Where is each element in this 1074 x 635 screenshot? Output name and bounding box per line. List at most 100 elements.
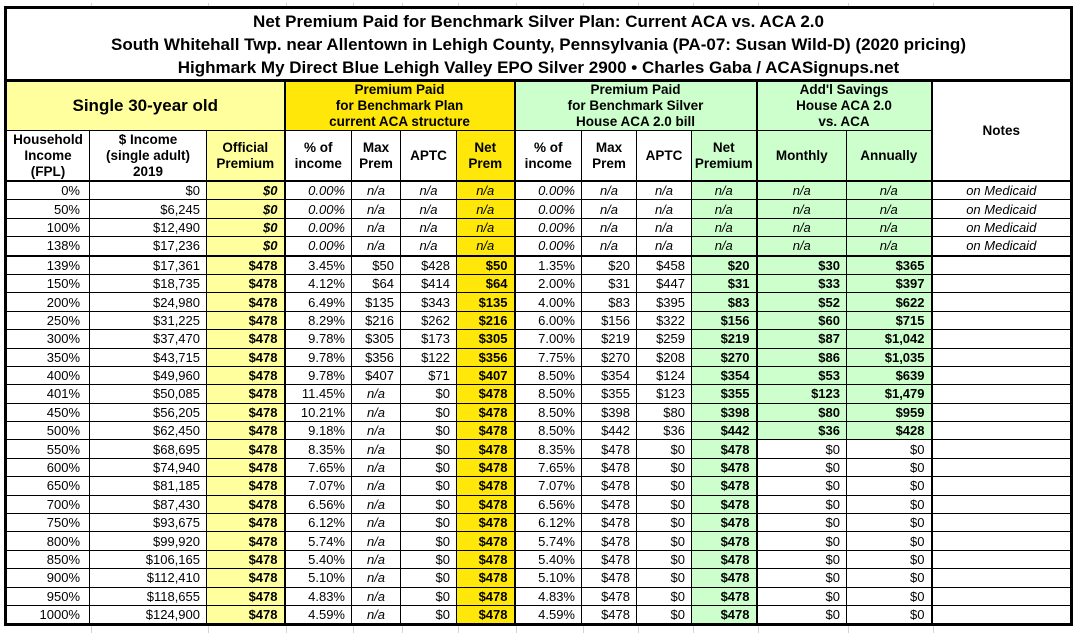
cell-savings-monthly: $0 — [755, 586, 847, 606]
cell-aca20-pct-of-income: 7.00% — [513, 329, 582, 349]
cell-aca20-aptc: n/a — [636, 236, 692, 257]
cell-aca20-max-prem: $478 — [581, 604, 637, 626]
cell-official-premium: $478 — [206, 476, 285, 496]
cell-aca-aptc: $0 — [400, 586, 457, 606]
cell-savings-annually: $365 — [846, 254, 932, 275]
cell-aca-pct-of-income: 0.00% — [283, 236, 352, 257]
cell-savings-monthly: n/a — [755, 180, 847, 201]
cell-fpl: 50% — [5, 199, 90, 219]
cell-aca20-max-prem: $156 — [581, 310, 637, 331]
cell-income: $18,735 — [89, 273, 207, 294]
cell-income: $6,245 — [89, 199, 207, 219]
cell-savings-monthly: $86 — [755, 347, 847, 367]
cell-aca-pct-of-income: 4.59% — [283, 604, 352, 626]
table-row: 600% $74,940 $478 7.65% n/a $0 $478 7.65% $478 $0… — [5, 457, 1073, 478]
cell-savings-annually: $959 — [846, 402, 932, 423]
cell-aca-pct-of-income: 5.74% — [283, 531, 352, 551]
table-row: 850% $106,165 $478 5.40% n/a $0 $478 5.40% $478 $… — [5, 549, 1073, 570]
cell-aca-max-prem: n/a — [351, 384, 401, 404]
table-row: 401% $50,085 $478 11.45% n/a $0 $478 8.50% $355 $… — [5, 384, 1073, 404]
cell-aca20-aptc: $0 — [636, 476, 692, 496]
gridline-stub — [933, 3, 934, 6]
cell-aca-pct-of-income: 0.00% — [283, 217, 352, 238]
gridline-stub — [638, 626, 639, 634]
cell-aca20-net-premium: $478 — [691, 494, 757, 515]
gridline-stub — [848, 3, 849, 6]
cell-income: $31,225 — [89, 310, 207, 331]
cell-aca-net-prem: $478 — [456, 402, 515, 423]
cell-aca20-max-prem: $478 — [581, 531, 637, 551]
cell-aca20-net-premium: $478 — [691, 604, 757, 626]
cell-savings-monthly: n/a — [755, 199, 847, 219]
cell-aca20-aptc: $0 — [636, 604, 692, 626]
cell-official-premium: $478 — [206, 365, 285, 386]
cell-aca20-aptc: $124 — [636, 365, 692, 386]
cell-aca-pct-of-income: 5.10% — [283, 568, 352, 588]
cell-aca20-max-prem: $478 — [581, 586, 637, 606]
cell-fpl: 150% — [5, 273, 90, 294]
cell-aca20-net-premium: $355 — [691, 384, 757, 404]
cell-aca20-max-prem: $354 — [581, 365, 637, 386]
cell-notes — [930, 476, 1073, 496]
cell-aca20-aptc: n/a — [636, 180, 692, 201]
table-row: 50% $6,245 $0 0.00% n/a n/a n/a 0.00% n/a n/a n/a n… — [5, 199, 1073, 219]
cell-aca-max-prem: n/a — [351, 604, 401, 626]
table-row: 400% $49,960 $478 9.78% $407 $71 $407 8.50% $354… — [5, 365, 1073, 386]
table-row: 100% $12,490 $0 0.00% n/a n/a n/a 0.00% n/a n/a n/… — [5, 217, 1073, 238]
cell-income: $62,450 — [89, 421, 207, 441]
cell-notes: on Medicaid — [930, 236, 1073, 257]
cell-notes — [930, 273, 1073, 294]
cell-aca20-aptc: $447 — [636, 273, 692, 294]
cell-aca20-pct-of-income: 0.00% — [513, 217, 582, 238]
cell-official-premium: $478 — [206, 310, 285, 331]
gridline-stub — [91, 626, 92, 634]
table-row: 900% $112,410 $478 5.10% n/a $0 $478 5.10% $478 $… — [5, 568, 1073, 588]
cell-aca-max-prem: $64 — [351, 273, 401, 294]
cell-aca-max-prem: n/a — [351, 513, 401, 533]
cell-savings-monthly: $30 — [755, 254, 847, 275]
cell-notes — [930, 292, 1073, 312]
cell-aca20-max-prem: $31 — [581, 273, 637, 294]
cell-aca-pct-of-income: 9.78% — [283, 329, 352, 349]
cell-aca-pct-of-income: 9.18% — [283, 421, 352, 441]
gridline-stub — [402, 626, 403, 634]
cell-income: $17,361 — [89, 254, 207, 275]
cell-aca20-net-premium: $219 — [691, 329, 757, 349]
cell-aca-max-prem: $135 — [351, 292, 401, 312]
cell-notes — [930, 439, 1073, 459]
cell-savings-annually: $622 — [846, 292, 932, 312]
cell-savings-annually: $397 — [846, 273, 932, 294]
cell-notes — [930, 586, 1073, 606]
cell-aca20-pct-of-income: 8.50% — [513, 365, 582, 386]
cell-official-premium: $0 — [206, 236, 285, 257]
cell-aca-aptc: n/a — [400, 217, 457, 238]
cell-fpl: 450% — [5, 402, 90, 423]
cell-aca20-aptc: n/a — [636, 199, 692, 219]
cell-savings-annually: $1,035 — [846, 347, 932, 367]
table-row: 700% $87,430 $478 6.56% n/a $0 $478 6.56% $478 $0… — [5, 494, 1073, 515]
cell-official-premium: $478 — [206, 494, 285, 515]
cell-fpl: 900% — [5, 568, 90, 588]
cell-aca20-net-premium: $478 — [691, 457, 757, 478]
gridline-stub — [458, 626, 459, 634]
gridline-stub — [353, 626, 354, 634]
cell-fpl: 400% — [5, 365, 90, 386]
cell-fpl: 100% — [5, 217, 90, 238]
gridline-stub — [353, 3, 354, 6]
cell-aca-net-prem: $356 — [456, 347, 515, 367]
cell-fpl: 700% — [5, 494, 90, 515]
cell-aca-max-prem: n/a — [351, 439, 401, 459]
cell-savings-monthly: $0 — [755, 568, 847, 588]
cell-aca-aptc: n/a — [400, 236, 457, 257]
cell-savings-monthly: $0 — [755, 513, 847, 533]
cell-aca20-net-premium: n/a — [691, 180, 757, 201]
column-header-income: $ Income (single adult) 2019 — [89, 130, 207, 182]
column-header-aca-aptc: APTC — [400, 130, 457, 182]
cell-official-premium: $0 — [206, 180, 285, 201]
cell-official-premium: $478 — [206, 439, 285, 459]
cell-income: $74,940 — [89, 457, 207, 478]
cell-aca-max-prem: $356 — [351, 347, 401, 367]
cell-income: $43,715 — [89, 347, 207, 367]
cell-savings-annually: $0 — [846, 457, 932, 478]
gridline-stub — [516, 626, 517, 634]
